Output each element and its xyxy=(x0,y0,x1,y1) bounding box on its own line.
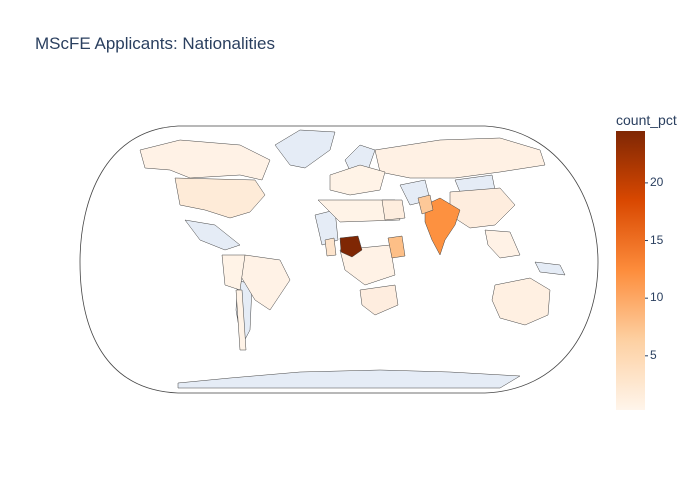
country-antarctica xyxy=(177,369,521,389)
country-egypt xyxy=(381,199,406,221)
country-southeast-asia xyxy=(484,229,521,259)
colorbar-tick-label: 10 xyxy=(650,290,664,305)
country-mexico-region xyxy=(184,219,241,251)
country-ghana xyxy=(324,237,337,257)
country-pakistan xyxy=(417,194,434,215)
country-europe xyxy=(329,164,386,196)
country-australia xyxy=(491,277,551,326)
colorbar xyxy=(616,131,645,410)
country-southeast-asia-nodata xyxy=(534,261,566,276)
country-west-africa-nodata xyxy=(314,209,339,246)
country-greenland xyxy=(274,129,336,169)
country-india xyxy=(424,197,461,256)
country-north-africa xyxy=(317,199,401,223)
chart-title: MScFE Applicants: Nationalities xyxy=(35,34,275,53)
colorbar-tick-label: 20 xyxy=(650,174,664,189)
country-south-africa xyxy=(359,284,399,316)
country-kenya xyxy=(387,235,406,259)
colorbar-tick-label: 5 xyxy=(650,347,657,362)
country-nigeria xyxy=(339,235,363,258)
country-russia xyxy=(374,137,546,179)
colorbar-title: count_pct xyxy=(616,112,677,128)
colorbar-tick-label: 15 xyxy=(650,232,664,247)
country-united-states xyxy=(174,177,266,219)
country-canada xyxy=(139,139,271,181)
country-chile xyxy=(235,289,247,351)
